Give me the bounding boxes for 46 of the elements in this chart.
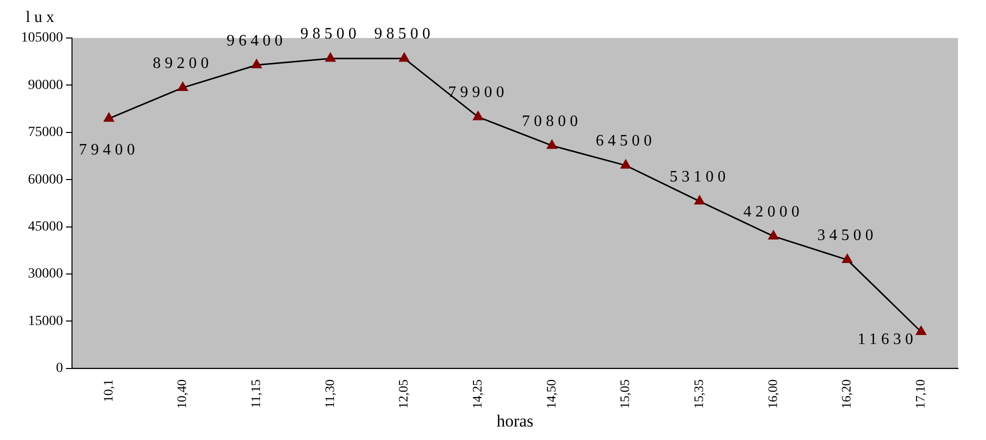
y-tick-label: 75000 xyxy=(28,125,63,140)
y-tick-label: 45000 xyxy=(28,219,63,234)
point xyxy=(620,160,631,169)
data-label: 64500 xyxy=(596,132,656,150)
y-tick-label: 0 xyxy=(56,361,63,376)
y-axis-title: lux xyxy=(26,9,58,26)
point xyxy=(178,82,188,91)
x-axis-title: horas xyxy=(496,411,534,430)
data-label: 11630 xyxy=(858,330,918,348)
point xyxy=(104,112,114,122)
point xyxy=(325,52,336,62)
data-label: 96400 xyxy=(226,32,287,50)
y-tick-label: 105000 xyxy=(21,30,63,46)
x-tick-label: 11,15 xyxy=(248,379,264,408)
y-tick-label: 90000 xyxy=(28,78,63,93)
point xyxy=(546,140,557,149)
x-tick-label: 11,30 xyxy=(322,379,337,408)
data-label: 34500 xyxy=(817,227,878,244)
x-tick-label: 12,05 xyxy=(396,379,411,409)
data-label: 79900 xyxy=(448,84,508,102)
point xyxy=(252,59,262,68)
y-tick-label: 15000 xyxy=(28,314,63,329)
data-label: 42000 xyxy=(743,203,804,220)
data-label: 79400 xyxy=(78,142,139,159)
x-tick-label: 17,10 xyxy=(912,379,928,409)
x-tick-label: 15,35 xyxy=(691,379,706,409)
data-label: 70800 xyxy=(522,112,582,130)
data-label: 98500 xyxy=(374,26,434,43)
point xyxy=(473,111,484,120)
data-label: 53100 xyxy=(670,168,730,186)
y-tick-label: 60000 xyxy=(28,172,63,188)
x-tick-label: 10,40 xyxy=(174,379,190,409)
data-label: 89200 xyxy=(152,54,213,72)
point xyxy=(842,254,852,264)
x-tick-label: 15,05 xyxy=(617,379,632,409)
x-tick-label: 10,1 xyxy=(100,379,116,402)
x-tick-label: 14,25 xyxy=(470,379,485,409)
data-label: 98500 xyxy=(300,26,360,43)
point xyxy=(694,196,705,205)
point xyxy=(916,326,926,336)
point xyxy=(768,230,778,240)
point xyxy=(399,52,410,62)
y-tick-label: 30000 xyxy=(28,266,63,282)
x-tick-label: 16,00 xyxy=(764,379,780,409)
x-tick-label: 16,20 xyxy=(838,379,854,409)
x-tick-label: 14,50 xyxy=(543,379,558,409)
